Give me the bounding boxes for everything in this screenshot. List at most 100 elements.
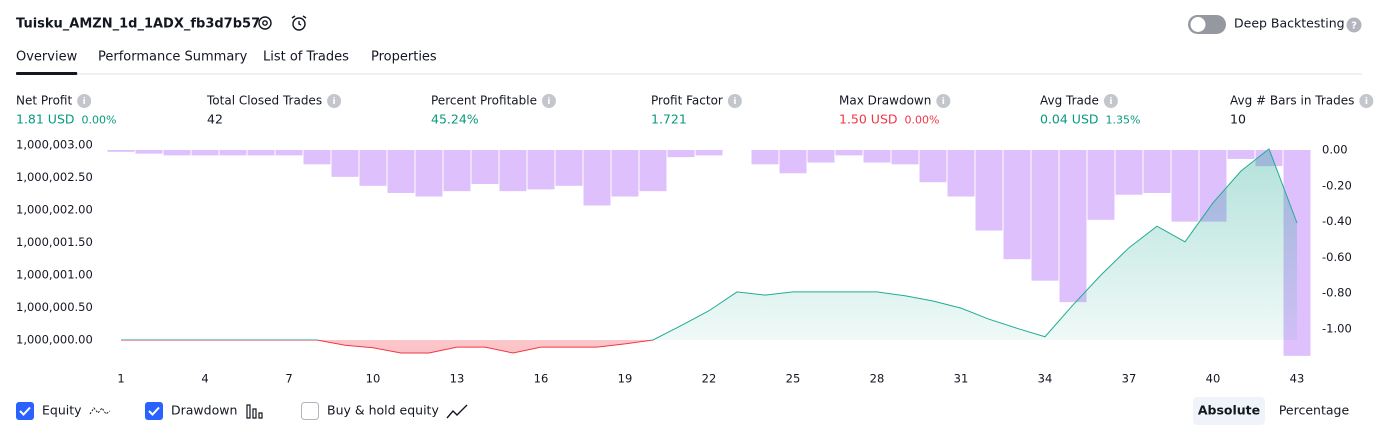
metric-percent: 1.35% bbox=[1106, 114, 1141, 127]
drawdown-bar bbox=[219, 150, 247, 156]
alert-icon[interactable] bbox=[291, 15, 307, 31]
tab[interactable]: Overview bbox=[16, 50, 78, 65]
drawdown-bar bbox=[807, 150, 835, 163]
info-icon[interactable] bbox=[1359, 94, 1374, 108]
y-tick-label: 1,000,000.50 bbox=[16, 300, 93, 314]
drawdown-bar bbox=[1031, 150, 1059, 281]
help-icon[interactable]: ? bbox=[1346, 17, 1362, 33]
metric-percent: 0.00% bbox=[82, 114, 117, 127]
y-tick-label: 1,000,002.00 bbox=[16, 203, 93, 217]
info-icon[interactable] bbox=[77, 94, 92, 108]
y-tick-label: 1,000,003.00 bbox=[16, 138, 93, 152]
y-tick-label: 1,000,001.50 bbox=[16, 235, 93, 249]
drawdown-bar bbox=[891, 150, 919, 165]
metric-value: 1.81 USD bbox=[16, 112, 75, 127]
drawdown-bar bbox=[1171, 150, 1199, 222]
mode-active-bg[interactable] bbox=[1193, 397, 1265, 425]
active-tab-indicator bbox=[16, 72, 78, 75]
metric-label: Profit Factor bbox=[651, 94, 723, 108]
checkbox-checked[interactable] bbox=[145, 402, 163, 420]
info-icon-glyph: i bbox=[1365, 97, 1368, 107]
drawdown-icon bbox=[246, 404, 263, 419]
metric-percent: 0.00% bbox=[905, 114, 940, 127]
metric-label: Percent Profitable bbox=[431, 94, 537, 108]
equity-area-negative bbox=[121, 340, 1297, 353]
drawdown-bar bbox=[359, 150, 387, 186]
y2-tick-label: -0.60 bbox=[1322, 250, 1352, 264]
y2-tick-label: -0.20 bbox=[1322, 178, 1352, 192]
info-icon-glyph: i bbox=[547, 97, 550, 107]
drawdown-bar bbox=[695, 150, 723, 156]
legend-label: Equity bbox=[42, 403, 82, 418]
info-icon[interactable] bbox=[727, 94, 742, 108]
mode-button[interactable]: Percentage bbox=[1279, 403, 1350, 418]
info-icon-glyph: i bbox=[733, 97, 736, 107]
mode-button[interactable]: Absolute bbox=[1198, 403, 1260, 418]
strategy-title: Tuisku_AMZN_1d_1ADX_fb3d7b57 bbox=[16, 17, 260, 32]
drawdown-bar bbox=[863, 150, 891, 163]
drawdown-bar bbox=[1003, 150, 1031, 260]
info-icon-glyph: i bbox=[333, 97, 336, 107]
info-icon[interactable] bbox=[936, 94, 951, 108]
svg-text:?: ? bbox=[1351, 21, 1357, 32]
x-tick-label: 10 bbox=[366, 372, 381, 386]
metric-value: 1.50 USD bbox=[839, 112, 898, 127]
x-tick-label: 4 bbox=[201, 372, 208, 386]
info-icon-glyph: i bbox=[942, 97, 945, 107]
drawdown-bar bbox=[331, 150, 359, 177]
drawdown-bar bbox=[443, 150, 471, 192]
drawdown-bar bbox=[835, 150, 863, 156]
x-tick-label: 31 bbox=[954, 372, 969, 386]
y-tick-label: 1,000,001.00 bbox=[16, 268, 93, 282]
drawdown-bar bbox=[1227, 150, 1255, 159]
drawdown-bar bbox=[135, 150, 163, 154]
metric-label: Avg Trade bbox=[1040, 94, 1099, 108]
tab[interactable]: List of Trades bbox=[263, 50, 349, 65]
x-tick-label: 7 bbox=[285, 372, 292, 386]
x-tick-label: 19 bbox=[618, 372, 633, 386]
drawdown-bar bbox=[919, 150, 947, 183]
metric-value: 10 bbox=[1230, 112, 1246, 127]
drawdown-bar bbox=[667, 150, 695, 158]
drawdown-bar bbox=[303, 150, 331, 165]
info-icon[interactable] bbox=[541, 94, 556, 108]
settings-icon[interactable] bbox=[258, 16, 272, 30]
tab[interactable]: Performance Summary bbox=[98, 50, 248, 65]
drawdown-bar bbox=[611, 150, 639, 197]
x-tick-label: 28 bbox=[870, 372, 885, 386]
drawdown-bar bbox=[1143, 150, 1171, 193]
checkbox[interactable] bbox=[301, 402, 319, 420]
x-tick-label: 34 bbox=[1038, 372, 1053, 386]
y2-tick-label: 0.00 bbox=[1322, 143, 1348, 157]
drawdown-bar bbox=[947, 150, 975, 197]
drawdown-bar bbox=[639, 150, 667, 192]
drawdown-bar bbox=[247, 150, 275, 156]
buy-hold-icon bbox=[446, 404, 468, 419]
x-tick-label: 1 bbox=[117, 372, 124, 386]
legend-label: Buy & hold equity bbox=[327, 403, 439, 418]
deep-backtesting-toggle[interactable] bbox=[1188, 15, 1226, 34]
y2-tick-label: -0.80 bbox=[1322, 286, 1352, 300]
deep-backtesting-label: Deep Backtesting bbox=[1234, 16, 1345, 31]
info-icon[interactable] bbox=[327, 94, 342, 108]
drawdown-bar bbox=[583, 150, 611, 206]
x-tick-label: 13 bbox=[450, 372, 465, 386]
checkmark bbox=[148, 406, 160, 416]
tab[interactable]: Properties bbox=[371, 50, 437, 65]
drawdown-bar bbox=[1059, 150, 1087, 303]
drawdown-bar bbox=[471, 150, 499, 185]
checkmark bbox=[19, 406, 31, 416]
drawdown-bar bbox=[415, 150, 443, 197]
info-icon[interactable] bbox=[1103, 94, 1118, 108]
checkbox-checked[interactable] bbox=[16, 402, 34, 420]
x-tick-label: 40 bbox=[1206, 372, 1221, 386]
drawdown-bar bbox=[499, 150, 527, 192]
metric-label: Net Profit bbox=[16, 94, 72, 108]
drawdown-bar bbox=[387, 150, 415, 193]
info-icon-glyph: i bbox=[1109, 97, 1112, 107]
metric-label: Avg # Bars in Trades bbox=[1230, 94, 1354, 108]
metric-value: 42 bbox=[207, 112, 223, 127]
drawdown-bar bbox=[975, 150, 1003, 231]
y2-tick-label: -1.00 bbox=[1322, 322, 1352, 336]
